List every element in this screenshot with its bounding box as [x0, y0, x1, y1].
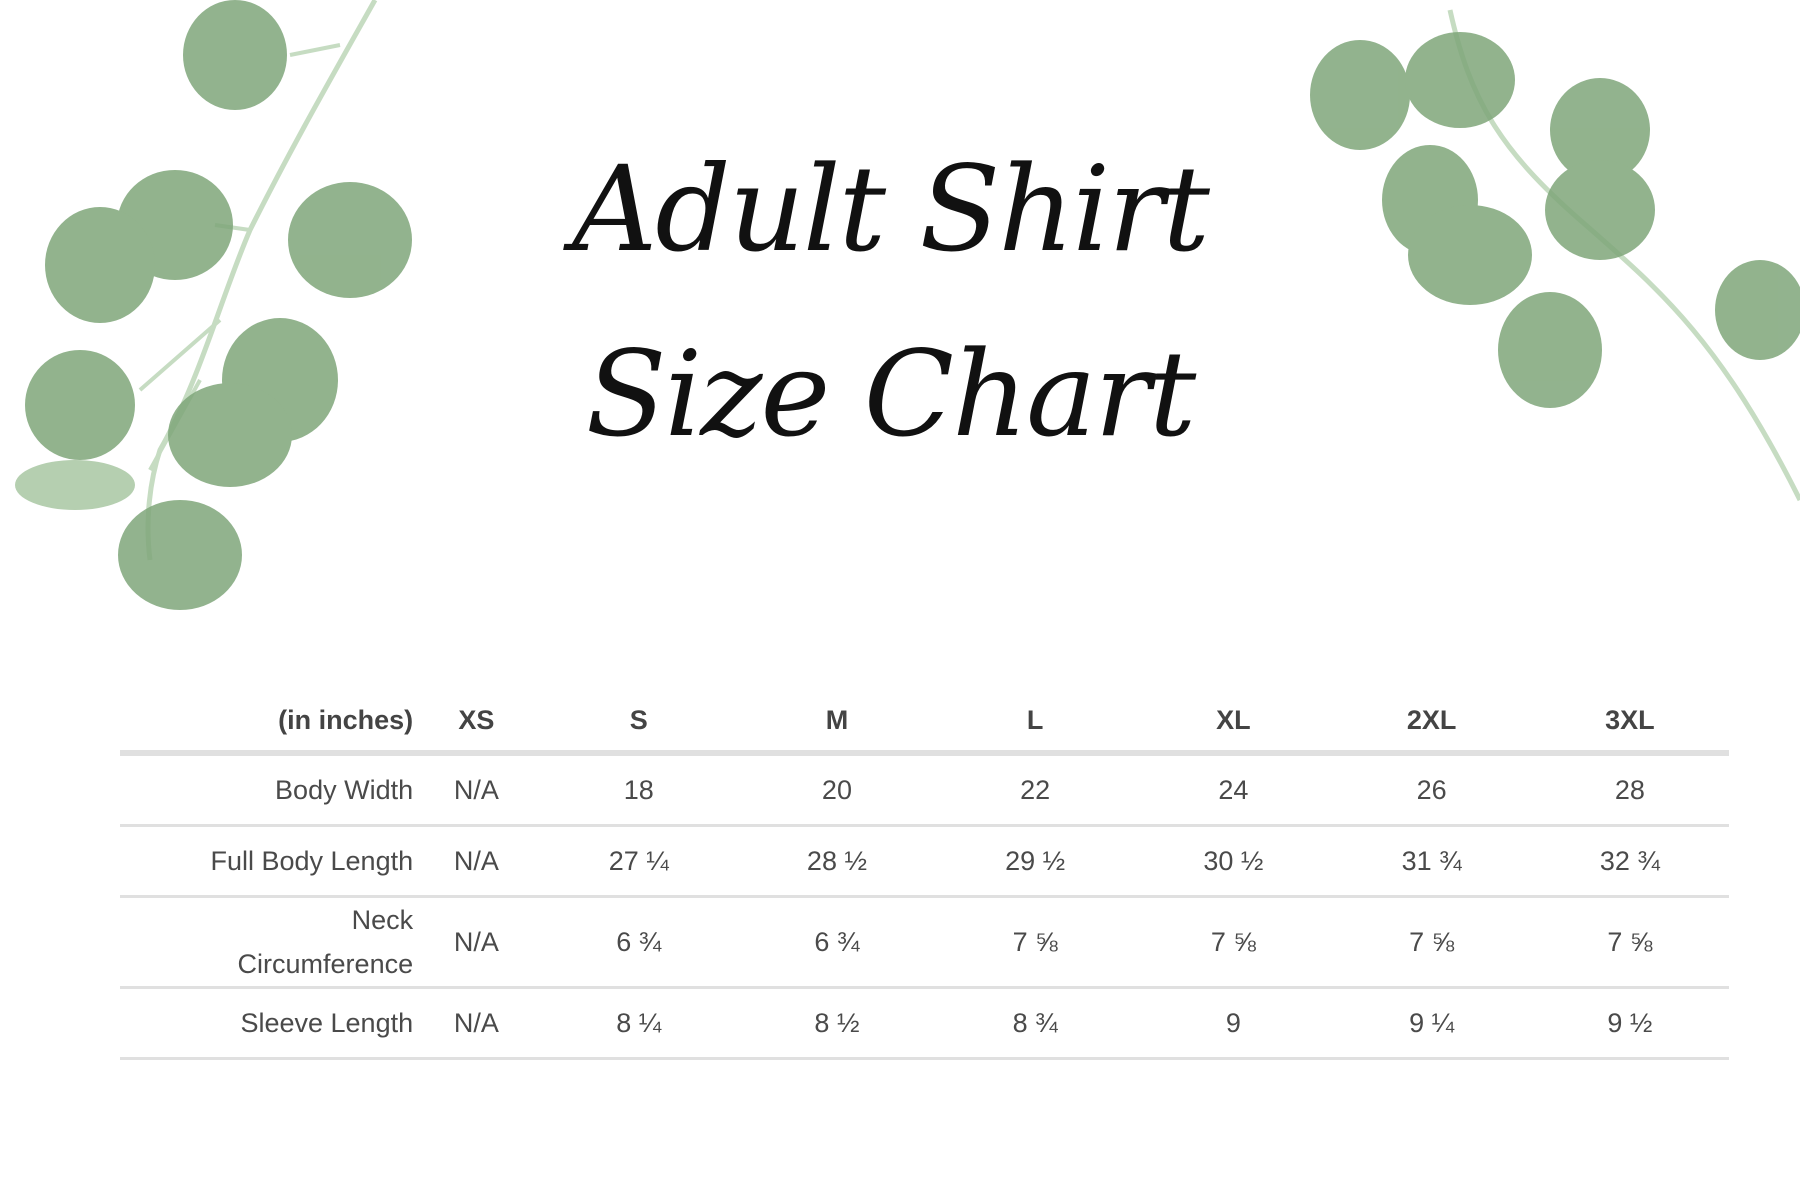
row-label: Neck Circumference: [120, 896, 414, 989]
cell: 7 ⅝: [1332, 896, 1531, 989]
title-line-2: Size Chart: [585, 325, 1197, 463]
cell: 7 ⅝: [1530, 896, 1729, 989]
eucalyptus-left-decoration: [15, 0, 412, 610]
size-header: 3XL: [1605, 704, 1655, 735]
cell: 28 ½: [737, 825, 937, 898]
size-header: M: [825, 704, 849, 735]
cell: 8 ¼: [539, 987, 738, 1060]
cell: 27 ¼: [539, 825, 738, 898]
cell: N/A: [413, 896, 540, 989]
cell: 6 ¾: [737, 896, 937, 989]
table-row: Body Width N/A 18 20 22 24 26 28: [120, 753, 1729, 827]
size-header: L: [1026, 704, 1044, 735]
cell: 26: [1332, 753, 1531, 827]
cell: 9 ¼: [1332, 987, 1531, 1060]
row-label: Sleeve Length: [120, 987, 414, 1060]
title-line-1: Adult Shirt: [572, 140, 1210, 278]
cell: 20: [737, 753, 937, 827]
table-row: Neck Circumference N/A 6 ¾ 6 ¾ 7 ⅝ 7 ⅝ 7 …: [120, 896, 1729, 989]
row-label-line: Neck: [351, 905, 414, 935]
row-label-line: Circumference: [237, 949, 414, 979]
size-header: S: [629, 704, 648, 735]
cell: N/A: [413, 987, 540, 1060]
unit-label: (in inches): [278, 704, 414, 735]
eucalyptus-right-decoration: [1310, 9, 1800, 502]
cell: 8 ¾: [936, 987, 1135, 1060]
cell: 18: [539, 753, 738, 827]
size-header: 2XL: [1406, 704, 1457, 735]
cell: 9 ½: [1530, 987, 1729, 1060]
cell: 31 ¾: [1332, 825, 1531, 898]
size-chart-table: (in inches) XS S M L XL 2XL 3XL Body Wid…: [120, 690, 1729, 1060]
size-header: XS: [458, 704, 495, 735]
table-row: Sleeve Length N/A 8 ¼ 8 ½ 8 ¾ 9 9 ¼ 9 ½: [120, 987, 1729, 1060]
cell: 7 ⅝: [1134, 896, 1333, 989]
size-header: XL: [1216, 704, 1251, 735]
cell: N/A: [413, 753, 540, 827]
row-label: Body Width: [120, 753, 414, 827]
header-row: (in inches) XS S M L XL 2XL 3XL: [120, 690, 1729, 753]
table-row: Full Body Length N/A 27 ¼ 28 ½ 29 ½ 30 ½…: [120, 825, 1729, 898]
cell: 9: [1134, 987, 1333, 1060]
cell: 6 ¾: [539, 896, 738, 989]
cell: 8 ½: [737, 987, 937, 1060]
cell: 22: [936, 753, 1135, 827]
cell: 29 ½: [936, 825, 1135, 898]
row-label: Full Body Length: [120, 825, 414, 898]
cell: N/A: [413, 825, 540, 898]
cell: 30 ½: [1134, 825, 1333, 898]
cell: 28: [1530, 753, 1729, 827]
cell: 32 ¾: [1530, 825, 1729, 898]
cell: 7 ⅝: [936, 896, 1135, 989]
cell: 24: [1134, 753, 1333, 827]
